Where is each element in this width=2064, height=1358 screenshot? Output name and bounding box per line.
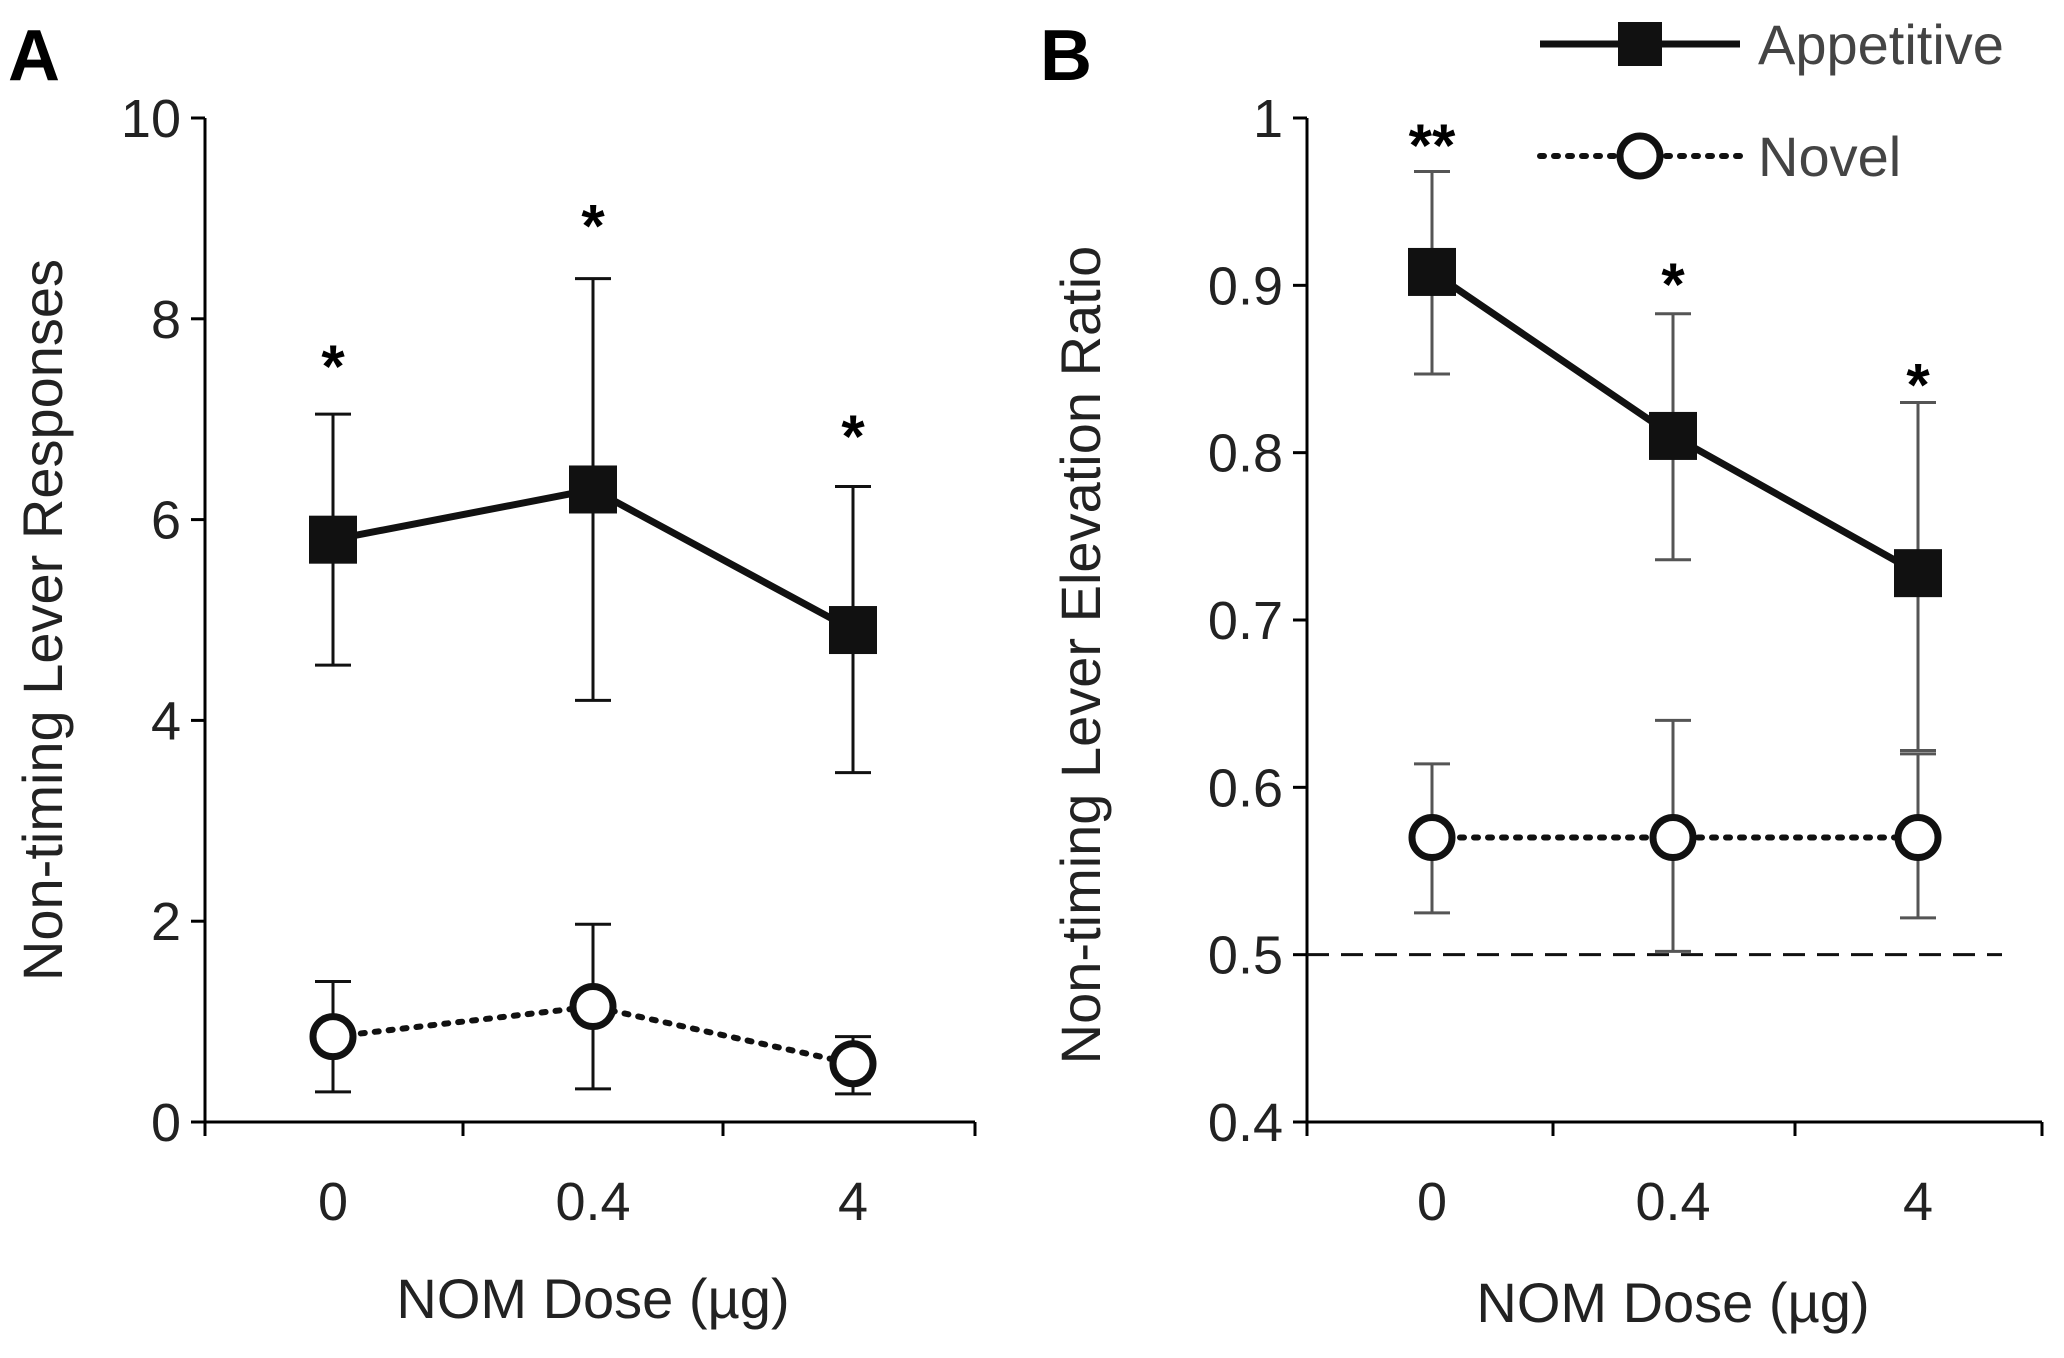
significance-marker: * <box>1906 351 1930 418</box>
y-tick-label: 0 <box>151 1093 181 1153</box>
significance-marker: * <box>321 333 345 400</box>
point-novel <box>1649 814 1697 862</box>
x-tick-label: 0.4 <box>1635 1172 1710 1232</box>
y-tick-label: 6 <box>151 491 181 551</box>
series-line-novel <box>330 1003 856 1067</box>
point-novel <box>829 1040 877 1088</box>
y-tick-label: 0.6 <box>1208 758 1283 818</box>
significance-marker: * <box>841 403 865 470</box>
y-tick-label: 8 <box>151 290 181 350</box>
x-tick-label: 4 <box>838 1172 868 1232</box>
y-tick-label: 1 <box>1253 89 1283 149</box>
x-tick-label: 0.4 <box>555 1172 630 1232</box>
panel-a: 0 2 4 6 8 10 0 0.4 4 NOM Dose (µg) Non-timing Leve… <box>11 89 977 1330</box>
legend-appetitive-marker <box>1618 22 1662 66</box>
y-tick-label: 0.4 <box>1208 1093 1283 1153</box>
y-tick-label: 0.5 <box>1208 926 1283 986</box>
significance-marker: * <box>581 192 605 259</box>
y-axis-title: Non-timing Lever Elevation Ratio <box>1049 246 1112 1065</box>
x-axis-title: NOM Dose (µg) <box>396 1267 789 1330</box>
legend-novel-label: Novel <box>1758 125 1901 188</box>
y-tick-label: 2 <box>151 892 181 952</box>
panel-label-b: B <box>1040 16 1092 96</box>
y-tick-label: 0.8 <box>1208 424 1283 484</box>
significance-marker: * <box>1661 251 1685 318</box>
point-novel <box>569 983 617 1031</box>
point-appetitive <box>1649 411 1697 460</box>
x-axis-title: NOM Dose (µg) <box>1476 1271 1869 1334</box>
y-tick-label: 0.7 <box>1208 591 1283 651</box>
y-tick-label: 10 <box>121 89 181 149</box>
y-tick-label: 4 <box>151 691 181 751</box>
legend-appetitive-label: Appetitive <box>1758 13 2004 76</box>
point-novel <box>1408 814 1456 862</box>
x-tick-label: 0 <box>318 1172 348 1232</box>
y-tick-label: 0.9 <box>1208 256 1283 316</box>
x-tick-label: 4 <box>1903 1172 1933 1232</box>
legend: Appetitive Novel <box>1537 13 2004 188</box>
panel-b: 0.4 0.5 0.6 0.7 0.8 0.9 1 0 0.4 4 NOM Dose (µg) Non… <box>1049 89 2044 1334</box>
significance-marker: ** <box>1409 112 1456 179</box>
legend-novel-marker <box>1616 132 1664 180</box>
y-axis-title: Non-timing Lever Responses <box>11 259 74 981</box>
point-appetitive <box>569 465 617 514</box>
point-appetitive <box>1894 549 1942 598</box>
point-appetitive <box>829 606 877 655</box>
panel-label-a: A <box>8 16 60 96</box>
x-tick-label: 0 <box>1417 1172 1447 1232</box>
point-novel <box>309 1013 357 1061</box>
point-appetitive <box>309 515 357 564</box>
point-novel <box>1894 814 1942 862</box>
point-appetitive <box>1408 247 1456 296</box>
